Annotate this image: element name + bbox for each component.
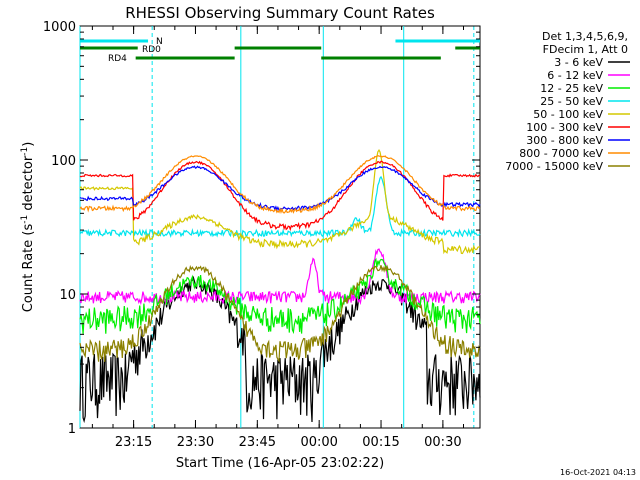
series-line-3 xyxy=(79,175,481,239)
y-axis-label-sup2: -1 xyxy=(20,147,30,156)
y-tick-label-0: 1 xyxy=(68,422,76,437)
y-axis-label-part2: detector xyxy=(21,155,36,215)
series-line-0 xyxy=(79,275,481,424)
legend-label-1: 6 - 12 keV xyxy=(547,69,603,82)
legend-header-0: Det 1,3,4,5,6,9, xyxy=(542,30,628,43)
flag-label-rd0: RD0 xyxy=(142,45,161,55)
y-axis-label-sup1: -1 xyxy=(20,215,30,224)
timestamp: 16-Oct-2021 04:13 xyxy=(560,468,636,477)
legend-label-2: 12 - 25 keV xyxy=(540,82,603,95)
y-tick-label-2: 100 xyxy=(51,154,76,169)
legend-label-3: 25 - 50 keV xyxy=(540,95,603,108)
series-lines xyxy=(79,149,481,424)
event-lines xyxy=(79,26,475,428)
y-axis-label: Count Rate (s-1 detector-1) xyxy=(20,142,36,313)
y-tick-label-1: 10 xyxy=(59,288,76,303)
legend: Det 1,3,4,5,6,9,FDecim 1, Att 03 - 6 keV… xyxy=(505,30,630,173)
x-tick-label-3: 00:00 xyxy=(300,435,337,450)
flag-label-n: N xyxy=(156,37,163,47)
legend-header-1: FDecim 1, Att 0 xyxy=(543,43,628,56)
series-line-7 xyxy=(79,155,481,215)
y-axis-label-part3: ) xyxy=(21,142,36,147)
x-axis-label: Start Time (16-Apr-05 23:02:22) xyxy=(176,456,384,471)
y-axis-label-part1: Count Rate (s xyxy=(21,224,36,313)
legend-label-4: 50 - 100 keV xyxy=(533,108,603,121)
x-tick-label-1: 23:30 xyxy=(177,435,214,450)
series-line-6 xyxy=(79,165,481,212)
x-axis: 23:15 23:30 23:45 00:00 00:15 00:30 xyxy=(91,26,465,450)
flag-label-rd4: RD4 xyxy=(108,54,127,64)
legend-label-5: 100 - 300 keV xyxy=(526,121,603,134)
series-line-1 xyxy=(79,248,481,306)
series-line-5 xyxy=(79,160,481,232)
x-tick-label-0: 23:15 xyxy=(115,435,152,450)
legend-label-8: 7000 - 15000 keV xyxy=(505,160,603,173)
series-line-4 xyxy=(79,149,481,255)
x-tick-label-2: 23:45 xyxy=(239,435,276,450)
legend-label-6: 300 - 800 keV xyxy=(526,134,603,147)
legend-label-0: 3 - 6 keV xyxy=(554,56,603,69)
x-tick-label-5: 00:30 xyxy=(424,435,461,450)
legend-label-7: 800 - 7000 keV xyxy=(519,147,603,160)
series-line-8 xyxy=(79,264,481,364)
y-tick-label-3: 1000 xyxy=(43,20,76,35)
y-axis: 1 10 100 1000 xyxy=(43,20,480,437)
x-tick-label-4: 00:15 xyxy=(362,435,399,450)
chart-title: RHESSI Observing Summary Count Rates xyxy=(125,4,435,22)
